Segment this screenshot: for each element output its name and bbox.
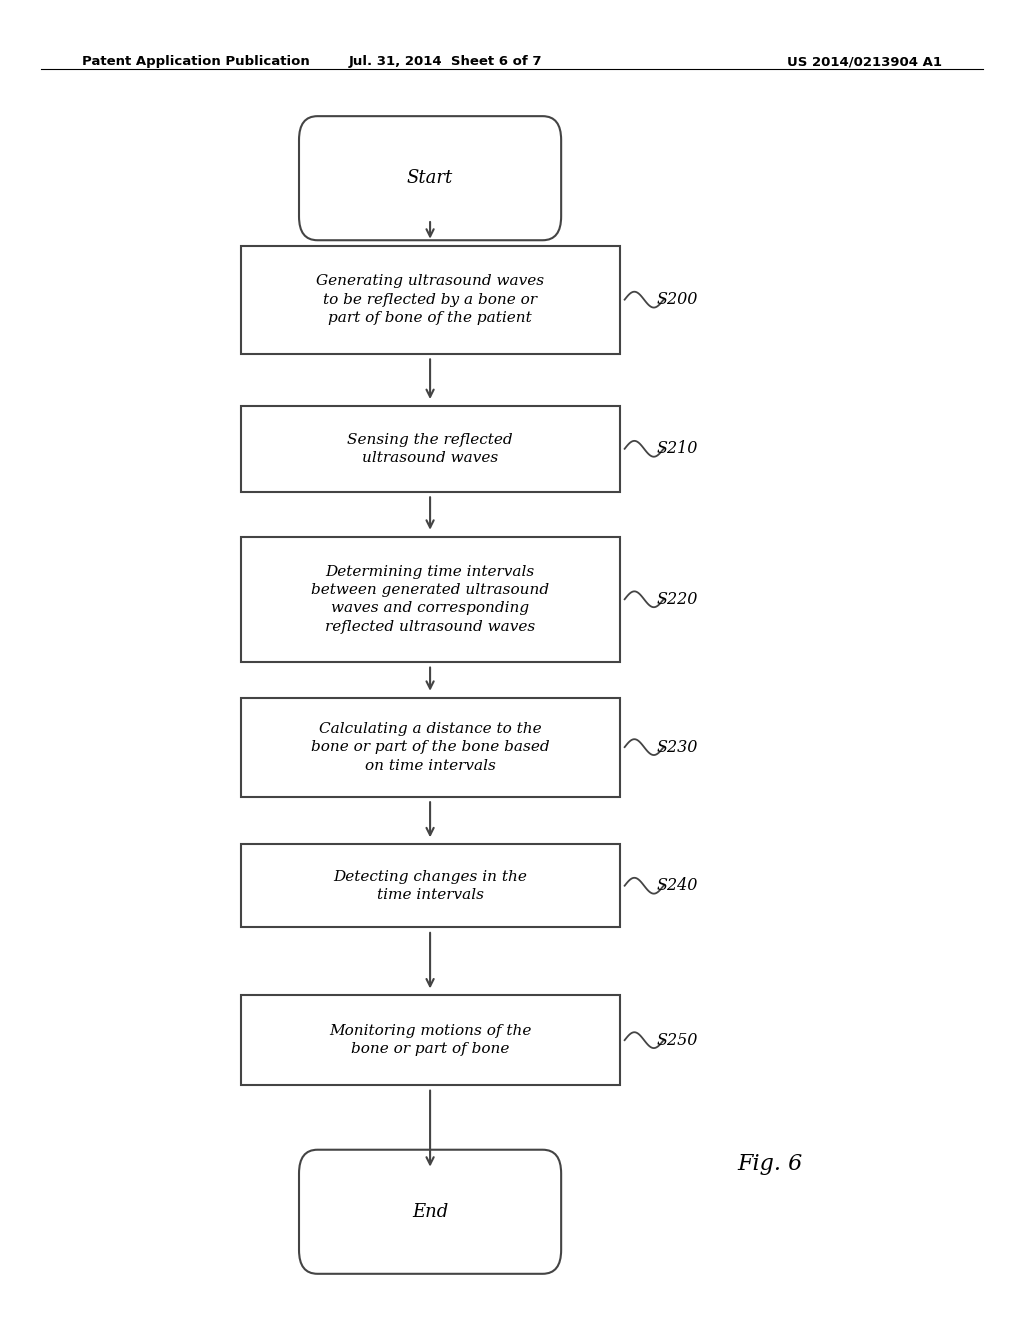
Text: S250: S250 <box>656 1032 697 1048</box>
Text: US 2014/0213904 A1: US 2014/0213904 A1 <box>787 55 942 69</box>
Text: S210: S210 <box>656 441 697 457</box>
FancyBboxPatch shape <box>241 845 620 927</box>
FancyBboxPatch shape <box>299 1150 561 1274</box>
Text: Calculating a distance to the
bone or part of the bone based
on time intervals: Calculating a distance to the bone or pa… <box>310 722 550 772</box>
Text: Sensing the reflected
ultrasound waves: Sensing the reflected ultrasound waves <box>347 433 513 465</box>
Text: End: End <box>412 1203 449 1221</box>
Text: Patent Application Publication: Patent Application Publication <box>82 55 309 69</box>
Text: S240: S240 <box>656 878 697 894</box>
Text: S220: S220 <box>656 591 697 607</box>
Text: Fig. 6: Fig. 6 <box>737 1154 803 1175</box>
Text: Determining time intervals
between generated ultrasound
waves and corresponding
: Determining time intervals between gener… <box>311 565 549 634</box>
FancyBboxPatch shape <box>241 536 620 661</box>
FancyBboxPatch shape <box>241 697 620 796</box>
Text: S200: S200 <box>656 292 697 308</box>
FancyBboxPatch shape <box>241 246 620 354</box>
Text: Jul. 31, 2014  Sheet 6 of 7: Jul. 31, 2014 Sheet 6 of 7 <box>349 55 542 69</box>
FancyBboxPatch shape <box>241 405 620 491</box>
FancyBboxPatch shape <box>299 116 561 240</box>
Text: Generating ultrasound waves
to be reflected by a bone or
part of bone of the pat: Generating ultrasound waves to be reflec… <box>316 275 544 325</box>
Text: S230: S230 <box>656 739 697 755</box>
Text: Monitoring motions of the
bone or part of bone: Monitoring motions of the bone or part o… <box>329 1024 531 1056</box>
FancyBboxPatch shape <box>241 995 620 1085</box>
Text: Start: Start <box>407 169 454 187</box>
Text: Detecting changes in the
time intervals: Detecting changes in the time intervals <box>333 870 527 902</box>
